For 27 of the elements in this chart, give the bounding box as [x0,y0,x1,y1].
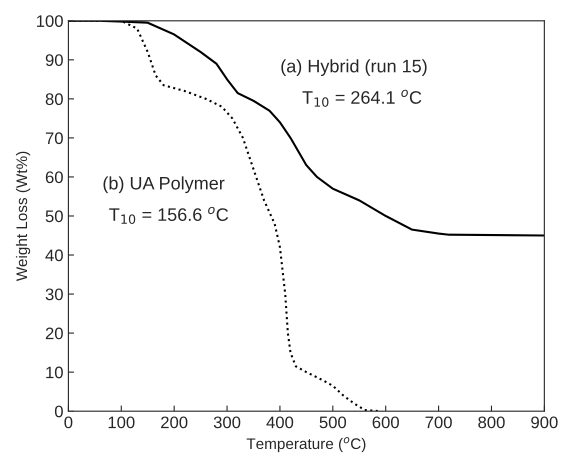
x-tick-label: 0 [64,416,72,428]
y-tick-label: 40 [45,249,63,262]
y-tick-label: 0 [54,406,63,418]
x-tick-label: 900 [531,416,558,428]
y-tick-label: 50 [46,210,63,222]
y-axis-title: Weight Loss (Wt%) [16,152,30,282]
x-tick-label: 500 [320,416,346,428]
y-tick-label: 60 [46,171,63,184]
x-tick-label: 600 [372,416,399,428]
annotation: (a) Hybrid (run 15) [281,59,427,76]
x-tick-label: 800 [478,416,505,428]
annotation: T$_{10}$ = 264.1 $^{o}$C [302,90,422,107]
y-tick-label: 30 [46,288,63,300]
annotation: (b) UA Polymer [104,176,224,194]
y-tick-label: 90 [46,54,63,66]
y-tick-label: 10 [46,366,63,378]
x-tick-label: 200 [161,416,188,428]
x-axis-title: Temperature ($^{o}$C) [246,437,366,452]
x-tick-label: 700 [426,416,452,428]
y-tick-label: 70 [46,132,63,144]
annotation: T$_{10}$ = 156.6 $^{o}$C [109,206,228,224]
y-tick-label: 80 [46,93,63,106]
x-tick-label: 100 [108,416,135,428]
y-tick-label: 100 [37,15,63,27]
y-tick-label: 20 [46,328,63,340]
x-tick-label: 400 [266,416,294,428]
x-tick-label: 300 [214,416,240,428]
